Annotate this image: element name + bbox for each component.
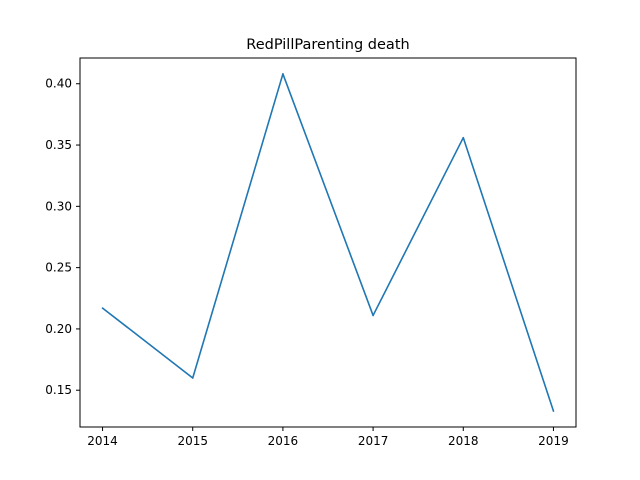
chart-title: RedPillParenting death — [246, 37, 409, 53]
y-tick-label: 0.40 — [45, 77, 72, 91]
x-tick-label: 2018 — [448, 434, 479, 448]
axis-ticks: 2014 2015 2016 2017 2018 2019 0.15 0.20 0.25 0.30… — [45, 77, 568, 448]
y-tick-label: 0.25 — [45, 261, 72, 275]
data-point — [282, 73, 284, 75]
data-point — [372, 314, 374, 317]
y-tick-label: 0.20 — [45, 322, 72, 336]
series-layer — [101, 73, 555, 412]
data-point — [101, 307, 104, 309]
data-point — [191, 377, 194, 379]
y-tick-label: 0.15 — [45, 383, 72, 397]
y-tick-label: 0.35 — [45, 138, 72, 152]
data-point — [462, 136, 465, 139]
data-point — [552, 410, 555, 412]
x-tick-label: 2019 — [538, 434, 569, 448]
x-tick-label: 2015 — [177, 434, 208, 448]
x-tick-label: 2016 — [268, 434, 299, 448]
plot-frame — [79, 57, 577, 428]
y-tick-label: 0.30 — [45, 199, 72, 213]
series-line — [102, 73, 555, 412]
x-tick-label: 2014 — [87, 434, 118, 448]
x-tick-label: 2017 — [358, 434, 389, 448]
